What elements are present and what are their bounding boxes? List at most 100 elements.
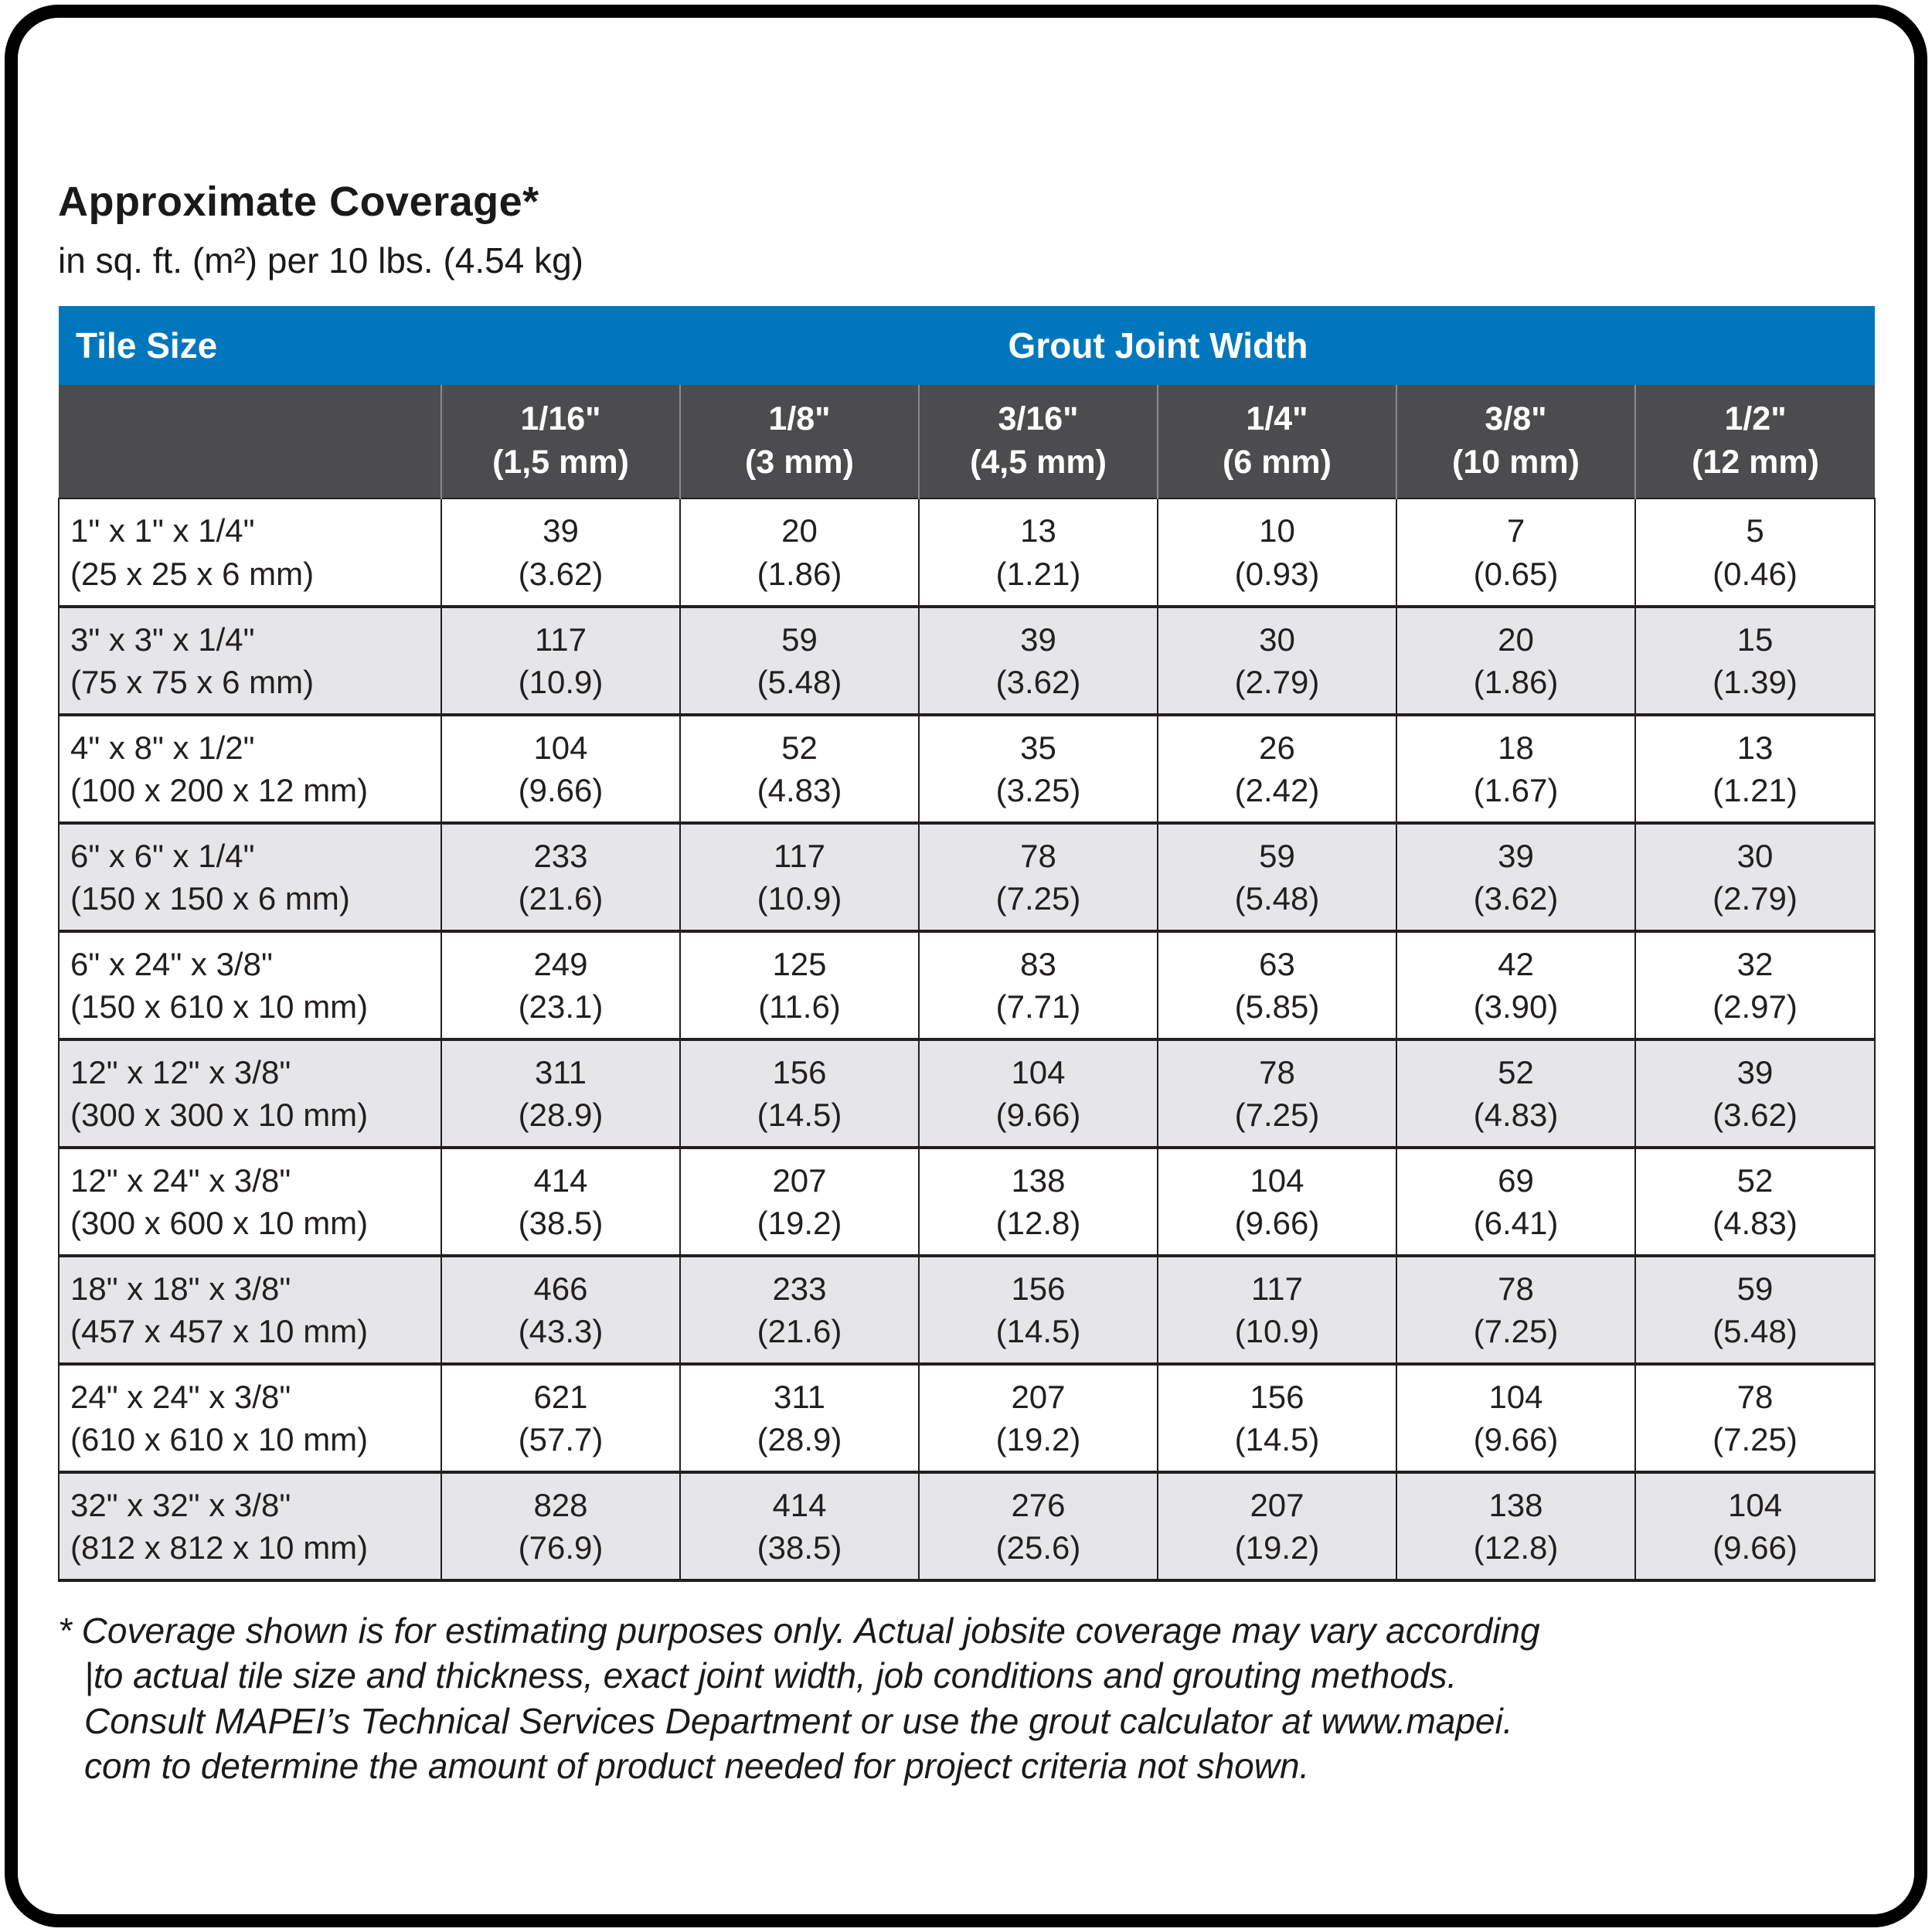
tile-size-mm: (300 x 300 x 10 mm) — [70, 1097, 369, 1133]
coverage-cell: 83 (7.71) — [918, 930, 1158, 1041]
coverage-cell: 69 (6.41) — [1396, 1147, 1636, 1257]
coverage-cell: 78 (7.25) — [1396, 1255, 1636, 1366]
coverage-sqft: 125 — [772, 945, 827, 982]
coverage-sqft: 276 — [1011, 1486, 1066, 1523]
coverage-cell: 276 (25.6) — [918, 1471, 1158, 1582]
coverage-m2: (10.9) — [757, 880, 842, 917]
table-row: 6" x 24" x 3/8" (150 x 610 x 10 mm) 249 (23… — [58, 930, 1876, 1041]
coverage-sqft: 32 — [1736, 945, 1774, 982]
coverage-m2: (7.25) — [995, 880, 1081, 917]
joint-width-inch: 3/8" — [1485, 400, 1547, 438]
coverage-cell: 104 (9.66) — [440, 714, 681, 825]
tile-size-inches: 6" x 24" x 3/8" — [70, 945, 273, 982]
coverage-m2: (7.71) — [995, 988, 1081, 1025]
tile-size-mm: (610 x 610 x 10 mm) — [70, 1421, 369, 1458]
coverage-sqft: 69 — [1498, 1162, 1534, 1199]
coverage-sqft: 59 — [1736, 1270, 1774, 1307]
table-row: 24" x 24" x 3/8" (610 x 610 x 10 mm) 621 (5… — [58, 1363, 1876, 1474]
coverage-m2: (14.5) — [757, 1097, 842, 1133]
coverage-cell: 32 (2.97) — [1634, 930, 1876, 1041]
column-header: 3/8" (10 mm) — [1396, 385, 1635, 498]
coverage-cell: 117 (10.9) — [679, 822, 920, 933]
coverage-cell: 13 (1.21) — [918, 498, 1158, 608]
coverage-m2: (5.48) — [757, 664, 842, 700]
coverage-cell: 156 (14.5) — [1157, 1363, 1397, 1474]
tile-size-cell: 6" x 6" x 1/4" (150 x 150 x 6 mm) — [58, 822, 442, 933]
coverage-cell: 414 (38.5) — [440, 1147, 681, 1257]
coverage-sqft: 104 — [1250, 1162, 1304, 1199]
joint-width-inch: 1/8" — [768, 400, 831, 438]
joint-width-inch: 1/2" — [1724, 400, 1787, 438]
tile-size-cell: 6" x 24" x 3/8" (150 x 610 x 10 mm) — [58, 930, 442, 1041]
coverage-m2: (3.90) — [1473, 988, 1559, 1025]
column-header: 1/16" (1,5 mm) — [440, 385, 680, 498]
tile-size-mm: (150 x 610 x 10 mm) — [70, 988, 369, 1025]
coverage-m2: (23.1) — [518, 988, 604, 1025]
coverage-sqft: 10 — [1259, 512, 1295, 549]
coverage-sqft: 20 — [781, 512, 818, 549]
table-row: 32" x 32" x 3/8" (812 x 812 x 10 mm) 828 (7… — [58, 1471, 1876, 1582]
joint-width-inch: 1/4" — [1246, 400, 1308, 438]
tile-size-inches: 24" x 24" x 3/8" — [70, 1378, 291, 1415]
coverage-sqft: 104 — [1011, 1053, 1066, 1090]
coverage-cell: 207 (19.2) — [679, 1147, 920, 1257]
coverage-m2: (9.66) — [1473, 1421, 1559, 1458]
tile-size-cell: 3" x 3" x 1/4" (75 x 75 x 6 mm) — [58, 606, 442, 716]
coverage-sqft: 18 — [1498, 729, 1534, 766]
tile-size-header: Tile Size — [59, 306, 441, 385]
coverage-cell: 52 (4.83) — [679, 714, 920, 825]
coverage-m2: (57.7) — [518, 1421, 604, 1458]
coverage-m2: (0.65) — [1473, 555, 1559, 592]
coverage-sqft: 104 — [1727, 1486, 1783, 1523]
coverage-sqft: 52 — [781, 729, 818, 766]
joint-width-mm: (4,5 mm) — [970, 444, 1107, 481]
coverage-m2: (1.86) — [757, 555, 842, 592]
coverage-cell: 621 (57.7) — [440, 1363, 681, 1474]
coverage-m2: (7.25) — [1713, 1421, 1798, 1458]
tile-size-mm: (75 x 75 x 6 mm) — [70, 664, 315, 700]
coverage-sqft: 249 — [533, 945, 588, 982]
coverage-cell: 13 (1.21) — [1634, 714, 1876, 825]
coverage-m2: (7.25) — [1473, 1313, 1559, 1349]
coverage-cell: 39 (3.62) — [1634, 1039, 1876, 1149]
table-row: 12" x 12" x 3/8" (300 x 300 x 10 mm) 311 (2… — [58, 1039, 1876, 1149]
coverage-cell: 311 (28.9) — [440, 1039, 681, 1149]
tile-size-cell: 4" x 8" x 1/2" (100 x 200 x 12 mm) — [58, 714, 442, 825]
coverage-cell: 18 (1.67) — [1396, 714, 1636, 825]
coverage-cell: 39 (3.62) — [1396, 822, 1636, 933]
coverage-m2: (21.6) — [757, 1313, 842, 1349]
coverage-m2: (12.8) — [995, 1205, 1081, 1241]
column-header-row: 1/16" (1,5 mm) 1/8" (3 mm) 3/16" (4,5 mm… — [59, 385, 1876, 498]
joint-width-mm: (10 mm) — [1452, 444, 1580, 481]
joint-width-inch: 3/16" — [998, 400, 1079, 438]
coverage-cell: 59 (5.48) — [1157, 822, 1397, 933]
coverage-m2: (10.9) — [518, 664, 604, 700]
coverage-cell: 7 (0.65) — [1396, 498, 1636, 608]
coverage-sqft: 207 — [1250, 1486, 1304, 1523]
tile-size-inches: 12" x 12" x 3/8" — [70, 1053, 291, 1090]
page-subtitle: in sq. ft. (m²) per 10 lbs. (4.54 kg) — [58, 240, 584, 281]
footnote-line: * Coverage shown is for estimating purpo… — [58, 1611, 1540, 1651]
table-row: 6" x 6" x 1/4" (150 x 150 x 6 mm) 233 (21.6… — [58, 822, 1876, 933]
joint-width-mm: (3 mm) — [745, 444, 854, 481]
coverage-cell: 30 (2.79) — [1157, 606, 1397, 716]
coverage-cell: 249 (23.1) — [440, 930, 681, 1041]
tile-size-mm: (457 x 457 x 10 mm) — [70, 1313, 369, 1349]
table-row: 18" x 18" x 3/8" (457 x 457 x 10 mm) 466 (4… — [58, 1255, 1876, 1366]
tile-size-inches: 32" x 32" x 3/8" — [70, 1486, 291, 1523]
coverage-m2: (2.97) — [1713, 988, 1798, 1025]
coverage-cell: 78 (7.25) — [1634, 1363, 1876, 1474]
coverage-m2: (19.2) — [1234, 1529, 1320, 1566]
tile-size-inches: 3" x 3" x 1/4" — [70, 621, 255, 658]
coverage-m2: (9.66) — [1713, 1529, 1798, 1566]
coverage-m2: (19.2) — [995, 1421, 1081, 1458]
column-header: 3/16" (4,5 mm) — [918, 385, 1158, 498]
coverage-cell: 311 (28.9) — [679, 1363, 920, 1474]
coverage-sqft: 104 — [1488, 1378, 1543, 1415]
coverage-m2: (2.79) — [1713, 880, 1798, 917]
coverage-cell: 26 (2.42) — [1157, 714, 1397, 825]
coverage-sqft: 156 — [772, 1053, 827, 1090]
tile-size-mm: (25 x 25 x 6 mm) — [70, 555, 315, 592]
coverage-m2: (43.3) — [518, 1313, 604, 1349]
tile-size-cell: 32" x 32" x 3/8" (812 x 812 x 10 mm) — [58, 1471, 442, 1582]
